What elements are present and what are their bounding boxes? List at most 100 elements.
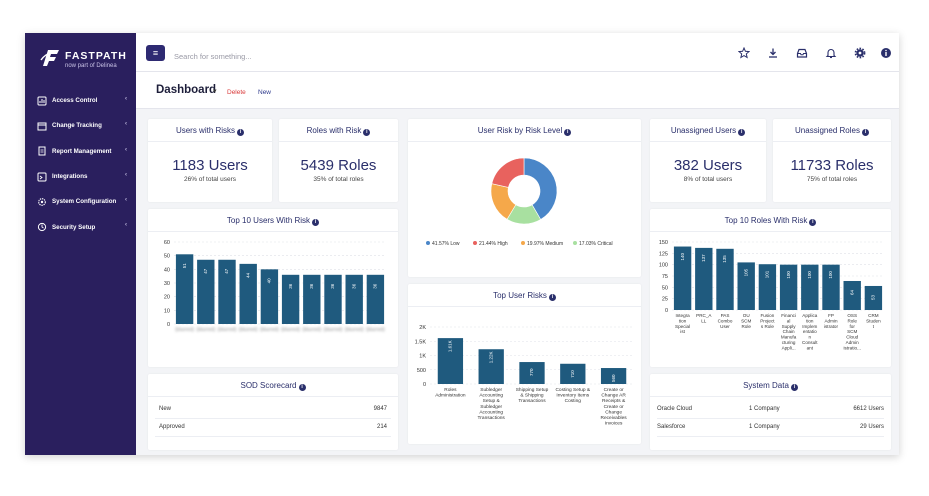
bar[interactable] xyxy=(218,259,236,324)
y-tick-label: 50 xyxy=(662,285,668,291)
menu-toggle-button[interactable]: ≡ xyxy=(146,45,165,61)
table-row[interactable]: Approved 214 xyxy=(155,418,391,437)
bar[interactable] xyxy=(843,280,861,310)
bar[interactable] xyxy=(758,264,777,310)
x-tick-label: OU SCM Role xyxy=(741,313,751,329)
x-tick-label: (blurred) xyxy=(345,327,364,333)
bar[interactable] xyxy=(175,254,194,324)
bell-icon[interactable] xyxy=(825,47,837,59)
risk-level-chart-card: User Risk by Risk Level i 41.57% Low 21.44… xyxy=(408,119,641,277)
bar[interactable] xyxy=(801,264,819,310)
x-tick-label: (blurred) xyxy=(196,327,215,333)
sidebar-item-integrations[interactable]: Integrations ‹ xyxy=(25,164,136,189)
legend-label: 21.44% High xyxy=(479,241,508,247)
info-icon[interactable]: i xyxy=(237,129,245,136)
sidebar-item-access-control[interactable]: Access Control ‹ xyxy=(25,88,136,113)
users-with-risks-card[interactable]: Users with Risks i 1183 Users 26% of tota… xyxy=(148,119,272,202)
info-icon[interactable]: i xyxy=(298,384,306,391)
bar[interactable] xyxy=(779,264,798,310)
delete-button[interactable]: Delete xyxy=(227,89,246,96)
info-icon[interactable]: i xyxy=(738,129,746,136)
chevron-left-icon: ‹ xyxy=(125,171,127,178)
info-icon[interactable]: i xyxy=(312,219,320,226)
x-tick-label: (blurred) xyxy=(302,327,321,333)
bar-value-label: 53 xyxy=(871,294,876,300)
table-row[interactable]: Oracle Cloud 1 Company 6612 Users xyxy=(657,400,884,419)
info-icon[interactable]: i xyxy=(809,219,817,226)
bar[interactable] xyxy=(345,274,363,324)
sidebar-item-system-configuration[interactable]: System Configuration ‹ xyxy=(25,189,136,214)
x-tick-label: Integra tion Special ist xyxy=(675,313,690,334)
x-tick-label: PRC_A LL xyxy=(696,313,712,323)
pie-slice[interactable] xyxy=(491,157,525,188)
top-roles-chart-card: Top 10 Roles With Risk i 0 25 50 75 100 125 150… xyxy=(650,209,891,367)
bar[interactable] xyxy=(303,274,321,324)
bar[interactable] xyxy=(437,338,464,384)
table-row[interactable]: Salesforce 1 Company 29 Users xyxy=(657,418,884,437)
bar-value-label: 1.61K xyxy=(448,340,453,352)
bar[interactable] xyxy=(197,259,215,324)
bar[interactable] xyxy=(695,247,713,310)
unassigned-roles-card[interactable]: Unassigned Roles i 11733 Roles 75% of tot… xyxy=(773,119,891,202)
bar[interactable] xyxy=(324,274,342,324)
donut-chart: 41.57% Low 21.44% High 19.97% Medium 17.03%… xyxy=(426,157,613,247)
bar[interactable] xyxy=(822,264,840,310)
info-icon[interactable]: i xyxy=(861,129,869,136)
bar[interactable] xyxy=(673,246,692,310)
bar-value-label: 64 xyxy=(849,289,854,295)
y-tick-label: 100 xyxy=(659,263,668,269)
bar[interactable] xyxy=(281,274,300,324)
y-tick-label: 75 xyxy=(662,274,668,280)
table-row[interactable]: New 9847 xyxy=(155,400,391,419)
bar[interactable] xyxy=(600,368,627,384)
bar[interactable] xyxy=(366,274,385,324)
stat-value: 5439 Roles xyxy=(300,157,377,174)
x-tick-label: PAS Combo User xyxy=(718,313,733,329)
info-icon[interactable]: i xyxy=(564,129,572,136)
roles-with-risk-card[interactable]: Roles with Risk i 5439 Roles 35% of total… xyxy=(279,119,398,202)
y-tick-label: 0 xyxy=(423,382,426,388)
settings-icon xyxy=(38,197,46,206)
bar-value-label: 105 xyxy=(743,268,748,276)
legend-label: 41.57% Low xyxy=(432,241,460,247)
gear-icon[interactable] xyxy=(854,47,866,59)
row-value: 9847 xyxy=(373,406,387,412)
sidebar-item-report-management[interactable]: Report Management ‹ xyxy=(25,139,136,164)
info-icon[interactable]: i xyxy=(548,294,556,301)
chevron-left-icon: ‹ xyxy=(125,121,127,128)
unassigned-users-card[interactable]: Unassigned Users i 382 Users 8% of total … xyxy=(650,119,766,202)
bar[interactable] xyxy=(519,362,545,384)
pie-slice[interactable] xyxy=(523,157,558,220)
inbox-icon[interactable] xyxy=(796,47,808,59)
change-tracking-icon xyxy=(37,122,47,131)
caret-down-icon[interactable]: ▾ xyxy=(213,88,217,95)
chevron-left-icon: ‹ xyxy=(125,146,127,153)
sod-scorecard-card: SOD Scorecard i New 9847 Approved 214 xyxy=(148,374,398,450)
card-title: Unassigned Roles xyxy=(795,126,860,135)
new-button[interactable]: New xyxy=(258,89,272,96)
card-title: Unassigned Users xyxy=(670,126,737,135)
bar[interactable] xyxy=(560,363,586,384)
stat-subtext: 75% of total roles xyxy=(806,176,858,183)
bar[interactable] xyxy=(737,262,755,310)
x-tick-label: Roles Administration xyxy=(435,387,466,399)
info-icon[interactable]: i xyxy=(363,129,371,136)
y-tick-label: 20 xyxy=(164,295,170,301)
system-data-card: System Data i Oracle Cloud 1 Company 6612… xyxy=(650,374,891,450)
top-users-chart: 0 10 20 30 40 50 60 51 (blurred) 47 (blurred) 47 (bl… xyxy=(164,240,386,333)
search-input[interactable] xyxy=(172,48,476,64)
integrations-icon xyxy=(37,172,47,182)
access-control-icon xyxy=(37,96,47,106)
bar[interactable] xyxy=(260,269,279,324)
sidebar-item-change-tracking[interactable]: Change Tracking ‹ xyxy=(25,113,136,138)
info-icon[interactable]: i xyxy=(790,384,798,391)
page-title[interactable]: Dashboard xyxy=(156,84,217,96)
sidebar-item-security-setup[interactable]: Security Setup ‹ xyxy=(25,214,136,239)
download-icon[interactable] xyxy=(767,47,779,59)
star-icon[interactable] xyxy=(738,47,750,59)
bar[interactable] xyxy=(716,248,734,310)
bar[interactable] xyxy=(864,285,883,310)
bar[interactable] xyxy=(239,263,257,324)
info-icon[interactable] xyxy=(880,47,892,59)
bar[interactable] xyxy=(478,349,504,384)
